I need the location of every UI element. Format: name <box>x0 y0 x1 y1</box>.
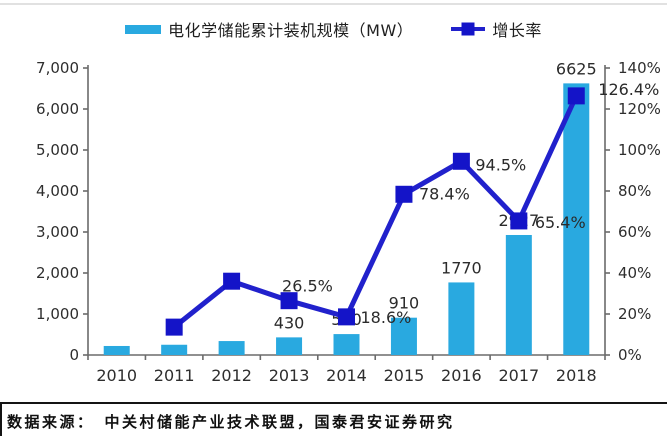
x-axis-label: 2018 <box>556 366 597 385</box>
marker-2011 <box>165 318 183 336</box>
chart-legend: 电化学储能累计装机规模（MW） 增长率 <box>0 17 667 41</box>
right-axis-label: 120% <box>618 100 661 118</box>
combo-chart: 0 1,000 2,000 3,000 4,000 5,000 6,000 7,000 0% 20… <box>36 59 661 385</box>
source-footer: 数据来源： 中关村储能产业技术联盟，国泰君安证券研究 <box>0 402 667 432</box>
left-axis-label: 3,000 <box>36 223 79 241</box>
x-axis-label: 2012 <box>211 366 252 385</box>
bar-2014 <box>333 334 360 355</box>
growth-line <box>172 94 579 330</box>
x-axis-label: 2011 <box>154 366 195 385</box>
left-axis-label: 1,000 <box>36 305 79 323</box>
right-axis-label: 140% <box>618 59 661 77</box>
marker-2013 <box>280 292 298 310</box>
bar-2011 <box>161 344 188 355</box>
right-axis-label: 40% <box>618 264 651 282</box>
bar-2010 <box>103 345 130 355</box>
right-axis-label: 0% <box>618 346 642 364</box>
bar-label-2018: 6625 <box>556 59 597 78</box>
marker-2016 <box>452 152 470 170</box>
bar-2015 <box>390 317 417 355</box>
pct-label-2016: 94.5% <box>475 155 526 174</box>
pct-label-2013: 26.5% <box>282 277 333 296</box>
bar-2018 <box>563 83 590 355</box>
right-axis-label: 60% <box>618 223 651 241</box>
marker-2018 <box>567 87 585 105</box>
bar-2012 <box>218 341 245 355</box>
right-axis-label: 100% <box>618 141 661 159</box>
legend-label-capacity: 电化学储能累计装机规模（MW） <box>168 21 414 40</box>
x-axis-label: 2016 <box>441 366 482 385</box>
marker-2014 <box>338 308 355 326</box>
line-marker-icon <box>461 22 475 36</box>
x-axis-label: 2010 <box>96 366 137 385</box>
x-axis-label: 2017 <box>498 366 539 385</box>
legend-item-growth: 增长率 <box>451 17 542 41</box>
marker-2012 <box>223 272 241 290</box>
x-axis-label: 2013 <box>269 366 310 385</box>
right-axis-label: 80% <box>618 182 651 200</box>
bar-label-2015: 910 <box>389 294 420 313</box>
left-axis-label: 2,000 <box>36 264 79 282</box>
x-axis-label: 2014 <box>326 366 367 385</box>
line-series-swatch <box>451 22 486 36</box>
marker-2015 <box>395 185 413 203</box>
left-axis-label: 7,000 <box>36 59 79 77</box>
bar-series-swatch <box>125 24 162 34</box>
legend-item-capacity: 电化学储能累计装机规模（MW） <box>125 17 413 41</box>
bar-2016 <box>448 282 475 355</box>
x-axis-label: 2015 <box>384 366 425 385</box>
top-border-line <box>0 3 667 5</box>
pct-label-2015: 78.4% <box>419 184 470 203</box>
bar-label-2013: 430 <box>274 313 305 332</box>
source-label: 数据来源： <box>7 413 95 431</box>
marker-2017 <box>510 212 528 230</box>
legend-label-growth: 增长率 <box>492 21 542 40</box>
bar-label-2016: 1770 <box>441 258 482 277</box>
bar-2013 <box>276 337 303 355</box>
right-axis-label: 20% <box>618 305 651 323</box>
pct-label-2018: 126.4% <box>598 80 659 99</box>
left-axis-label: 0 <box>69 346 79 364</box>
left-axis-label: 6,000 <box>36 100 79 118</box>
source-text: 中关村储能产业技术联盟，国泰君安证券研究 <box>104 413 455 431</box>
left-axis-label: 4,000 <box>36 182 79 200</box>
footer-left-tick <box>0 402 2 436</box>
pct-label-2014: 18.6% <box>361 308 412 327</box>
bar-2017 <box>505 234 532 355</box>
pct-label-2017: 65.4% <box>535 213 586 232</box>
left-axis-label: 5,000 <box>36 141 79 159</box>
